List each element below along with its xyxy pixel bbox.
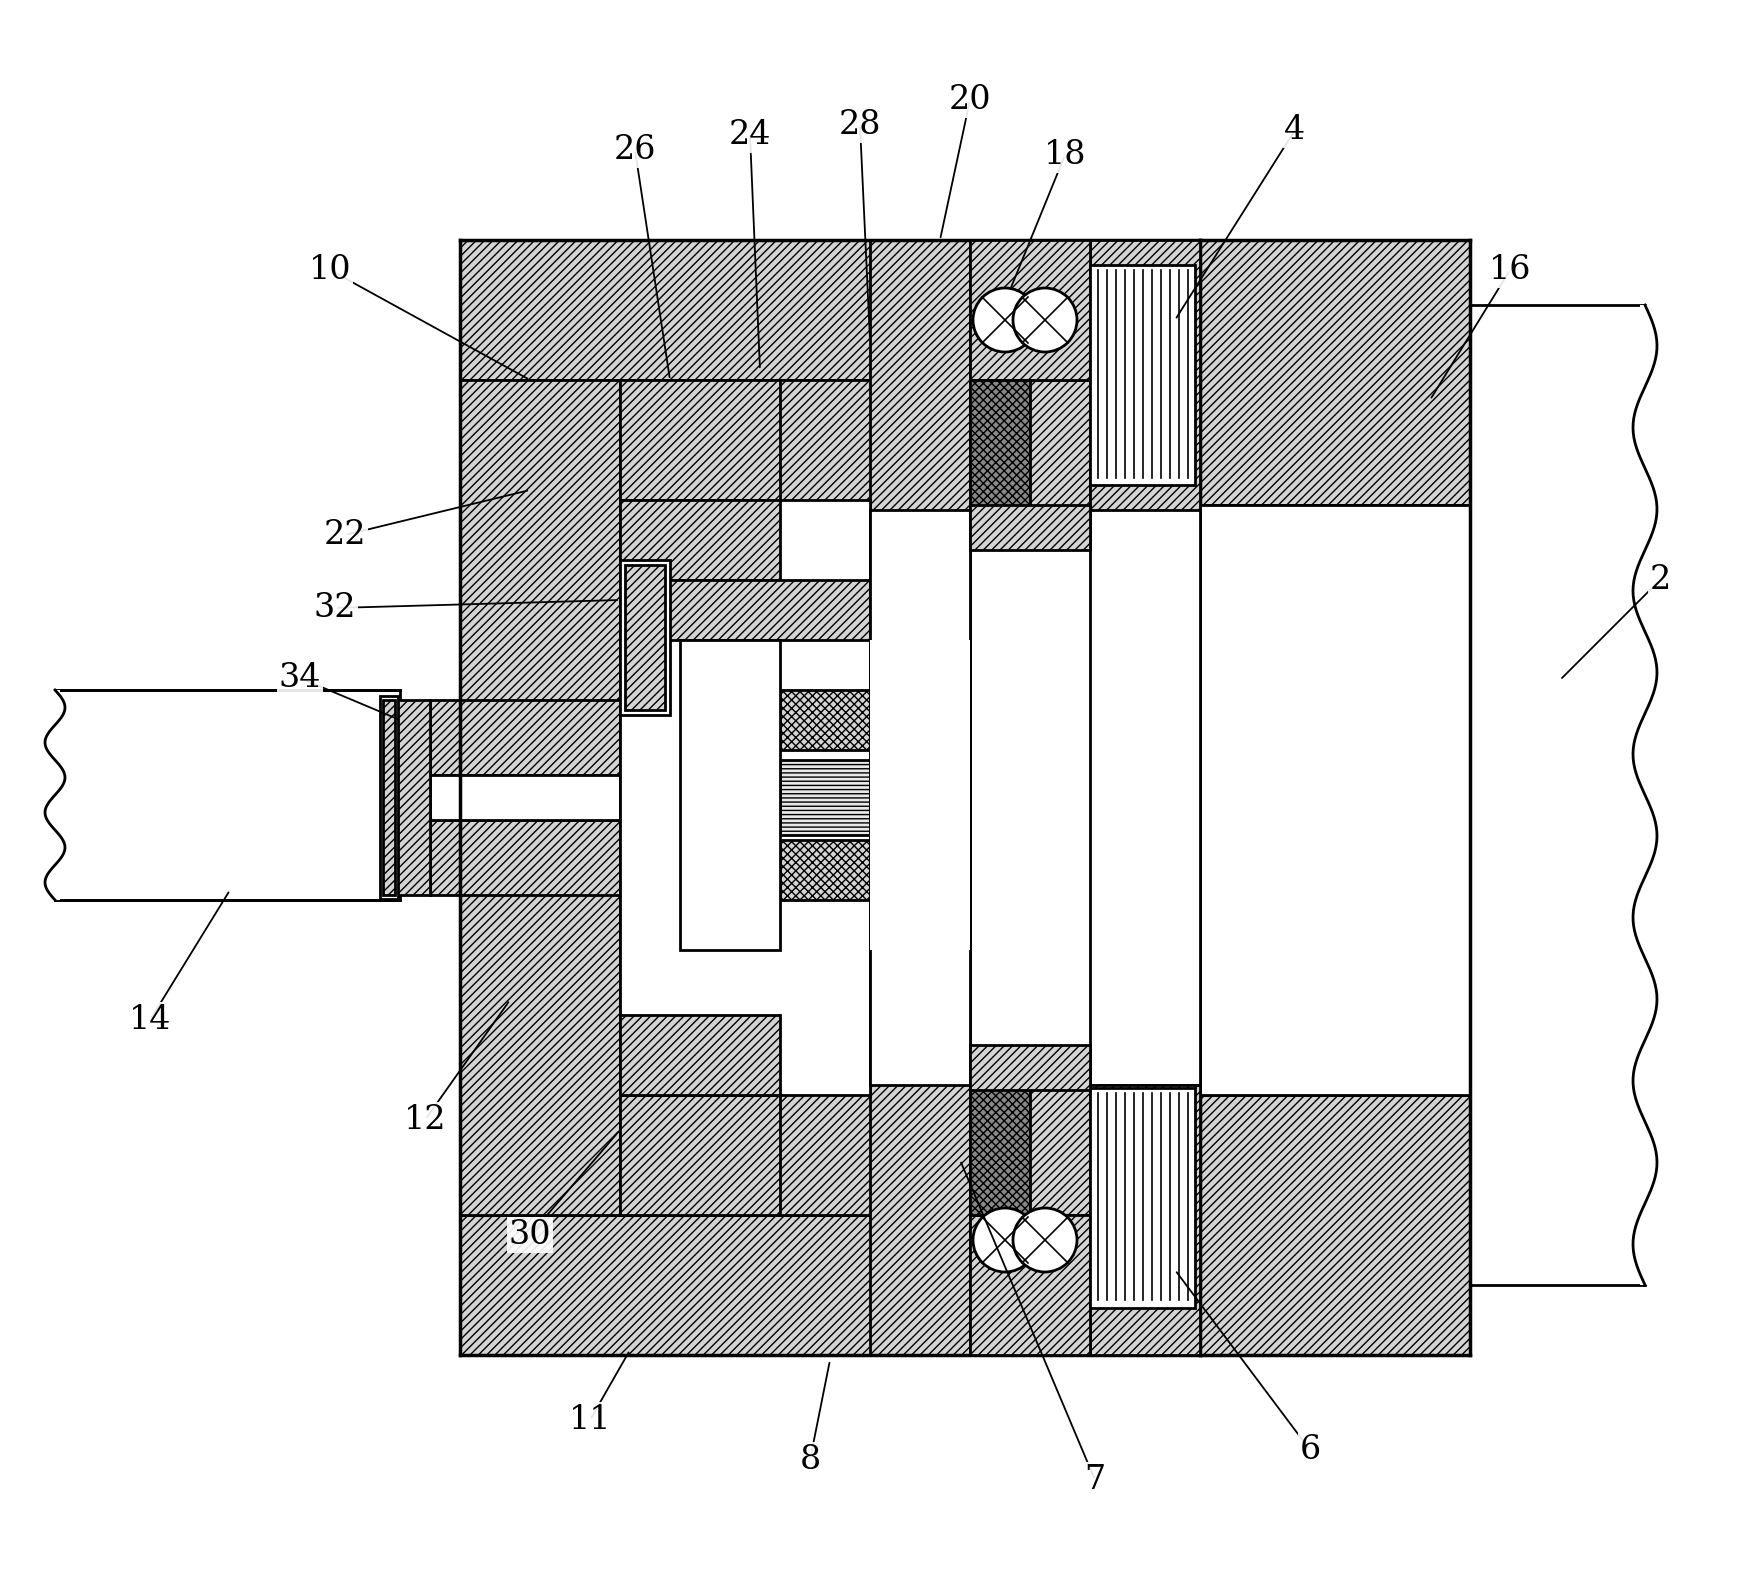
Bar xyxy=(383,700,395,896)
Bar xyxy=(1199,505,1469,1096)
Bar xyxy=(1199,1096,1469,1355)
Text: 12: 12 xyxy=(404,1104,446,1135)
Text: 30: 30 xyxy=(509,1220,551,1251)
Bar xyxy=(1090,1088,1195,1309)
Bar xyxy=(969,380,1090,510)
Circle shape xyxy=(972,287,1037,353)
Bar xyxy=(779,840,869,900)
Text: 24: 24 xyxy=(728,119,770,151)
Bar xyxy=(1199,240,1469,505)
Bar xyxy=(869,510,969,1085)
Circle shape xyxy=(1013,1208,1076,1272)
Bar xyxy=(1090,240,1199,510)
Bar xyxy=(1469,305,1644,1285)
Bar xyxy=(379,696,398,899)
Bar xyxy=(1639,305,1680,1285)
Bar xyxy=(969,505,1090,549)
Bar xyxy=(620,580,869,640)
Bar xyxy=(460,1215,1469,1355)
Text: 20: 20 xyxy=(948,84,992,116)
Bar xyxy=(779,380,949,691)
Bar xyxy=(969,1045,1090,1089)
Text: 2: 2 xyxy=(1648,564,1669,596)
Text: 32: 32 xyxy=(314,592,356,624)
Bar xyxy=(620,1096,999,1215)
Text: 14: 14 xyxy=(128,1004,170,1035)
Bar xyxy=(625,565,665,710)
Text: 7: 7 xyxy=(1085,1464,1106,1496)
Text: 10: 10 xyxy=(309,254,351,286)
Text: 26: 26 xyxy=(614,133,656,167)
Text: 6: 6 xyxy=(1299,1434,1320,1466)
Bar xyxy=(969,240,1090,380)
Bar xyxy=(1090,505,1199,1085)
Bar xyxy=(1090,1085,1199,1355)
Bar xyxy=(620,561,670,715)
Bar xyxy=(969,380,1030,510)
Bar xyxy=(779,761,869,835)
Text: 22: 22 xyxy=(323,519,367,551)
Bar xyxy=(869,640,969,950)
Bar xyxy=(1090,265,1195,484)
Text: 34: 34 xyxy=(279,662,321,694)
Bar xyxy=(620,1096,779,1215)
Bar xyxy=(969,1215,1090,1355)
Bar xyxy=(620,380,779,500)
Bar xyxy=(679,640,779,950)
Text: 11: 11 xyxy=(569,1404,611,1436)
Text: 4: 4 xyxy=(1283,114,1304,146)
Bar xyxy=(460,240,1469,380)
Bar xyxy=(620,380,990,510)
Bar xyxy=(620,1015,779,1096)
Text: 28: 28 xyxy=(839,110,881,141)
Bar xyxy=(969,1085,1090,1215)
Text: 18: 18 xyxy=(1042,140,1086,172)
Bar xyxy=(620,500,779,580)
Text: 16: 16 xyxy=(1488,254,1530,286)
Bar xyxy=(395,700,430,896)
Bar xyxy=(430,700,620,775)
Bar xyxy=(30,691,60,900)
Bar xyxy=(430,775,620,819)
Bar xyxy=(430,819,620,896)
Circle shape xyxy=(1013,287,1076,353)
Bar xyxy=(54,691,400,900)
Bar xyxy=(969,1085,1030,1215)
Bar xyxy=(779,691,869,750)
Bar xyxy=(460,380,620,1215)
Bar xyxy=(869,240,969,1355)
Bar xyxy=(620,500,869,1096)
Circle shape xyxy=(972,1208,1037,1272)
Text: 8: 8 xyxy=(799,1443,820,1475)
Bar xyxy=(779,896,949,1215)
